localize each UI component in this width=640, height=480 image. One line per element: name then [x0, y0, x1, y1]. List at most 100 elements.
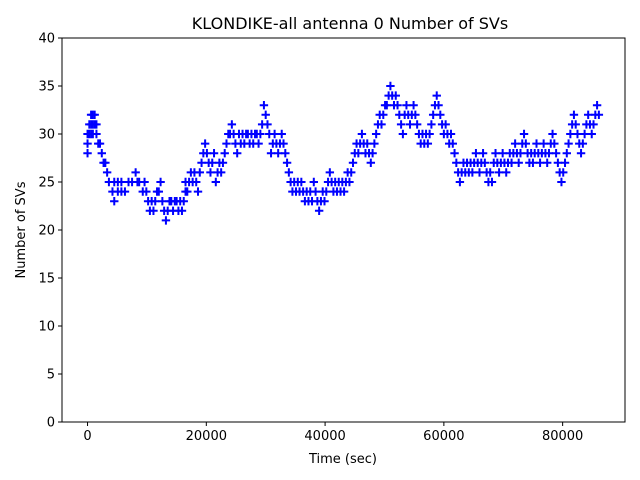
- data-point: [566, 129, 575, 139]
- data-point: [322, 187, 331, 196]
- data-point: [357, 129, 367, 139]
- data-point: [279, 139, 288, 148]
- data-point: [571, 120, 580, 129]
- data-point: [140, 177, 149, 187]
- data-point: [532, 139, 541, 148]
- data-point: [553, 158, 563, 167]
- data-point: [284, 168, 294, 177]
- data-point: [197, 158, 206, 167]
- data-point: [519, 129, 529, 139]
- data-point: [589, 120, 598, 129]
- data-point: [535, 158, 545, 167]
- data-point: [521, 139, 531, 148]
- data-point: [578, 139, 588, 148]
- data-point: [448, 139, 457, 148]
- data-point: [202, 149, 212, 158]
- data-point: [154, 187, 164, 196]
- data-point: [569, 110, 579, 119]
- y-tick-label: 30: [38, 128, 55, 143]
- data-point: [266, 149, 276, 158]
- data-point: [398, 129, 408, 139]
- data-point: [471, 149, 481, 158]
- data-point: [363, 139, 372, 148]
- data-point: [90, 110, 99, 119]
- data-point: [491, 149, 500, 158]
- y-tick-label: 15: [38, 272, 55, 287]
- data-point: [183, 187, 192, 196]
- data-point: [436, 110, 445, 119]
- data-point: [485, 168, 495, 177]
- data-point: [475, 168, 484, 177]
- data-point: [83, 139, 92, 148]
- data-point: [587, 129, 596, 139]
- data-point: [325, 168, 335, 177]
- data-point: [282, 158, 292, 167]
- data-point: [377, 120, 386, 129]
- data-point: [110, 197, 119, 206]
- data-point: [311, 187, 320, 196]
- data-point: [386, 81, 395, 91]
- data-point: [232, 149, 242, 158]
- data-point: [161, 216, 171, 225]
- data-point: [428, 110, 438, 119]
- data-point: [539, 139, 548, 148]
- data-point: [120, 187, 130, 196]
- data-point: [273, 149, 283, 158]
- data-point: [514, 158, 523, 167]
- y-axis-label: Number of SVs: [14, 181, 29, 278]
- data-point: [101, 158, 110, 167]
- data-point: [270, 129, 279, 139]
- data-point: [594, 110, 604, 119]
- data-point: [371, 129, 381, 139]
- y-tick-label: 25: [38, 176, 55, 191]
- data-point: [347, 168, 356, 177]
- data-point: [83, 149, 92, 158]
- data-point: [432, 91, 441, 100]
- data-point: [560, 158, 570, 167]
- data-point: [548, 129, 557, 139]
- x-tick-label: 0: [83, 429, 91, 444]
- data-point: [592, 101, 602, 110]
- data-point: [200, 139, 210, 148]
- data-point: [97, 149, 106, 158]
- data-point: [345, 177, 354, 187]
- data-point: [562, 149, 571, 158]
- y-tick-label: 40: [38, 32, 55, 47]
- data-point: [117, 177, 126, 187]
- data-point: [423, 139, 433, 148]
- data-point: [149, 206, 158, 215]
- data-point: [502, 168, 511, 177]
- data-point: [498, 149, 507, 158]
- data-point: [368, 149, 377, 158]
- data-points: [83, 81, 604, 225]
- data-point: [156, 177, 165, 187]
- data-point: [206, 168, 215, 177]
- data-point: [544, 149, 554, 158]
- data-point: [550, 139, 559, 148]
- data-point: [354, 149, 363, 158]
- data-point: [405, 120, 415, 129]
- x-axis-label: Time (sec): [308, 452, 377, 467]
- data-point: [216, 168, 226, 177]
- data-point: [382, 101, 392, 110]
- x-tick-label: 20000: [186, 429, 227, 444]
- data-point: [309, 177, 319, 187]
- data-point: [409, 101, 418, 110]
- data-point: [131, 168, 140, 177]
- data-point: [142, 187, 151, 196]
- y-tick-label: 20: [38, 224, 55, 239]
- data-point: [427, 120, 436, 129]
- data-point: [480, 158, 490, 167]
- data-point: [209, 149, 219, 158]
- data-point: [559, 168, 568, 177]
- data-point: [158, 197, 167, 206]
- data-point: [277, 129, 286, 139]
- data-point: [379, 110, 388, 119]
- y-tick-label: 0: [47, 416, 55, 431]
- data-point: [179, 197, 188, 206]
- data-point: [412, 120, 422, 129]
- data-point: [92, 129, 101, 139]
- data-point: [366, 158, 376, 167]
- data-point: [576, 149, 586, 158]
